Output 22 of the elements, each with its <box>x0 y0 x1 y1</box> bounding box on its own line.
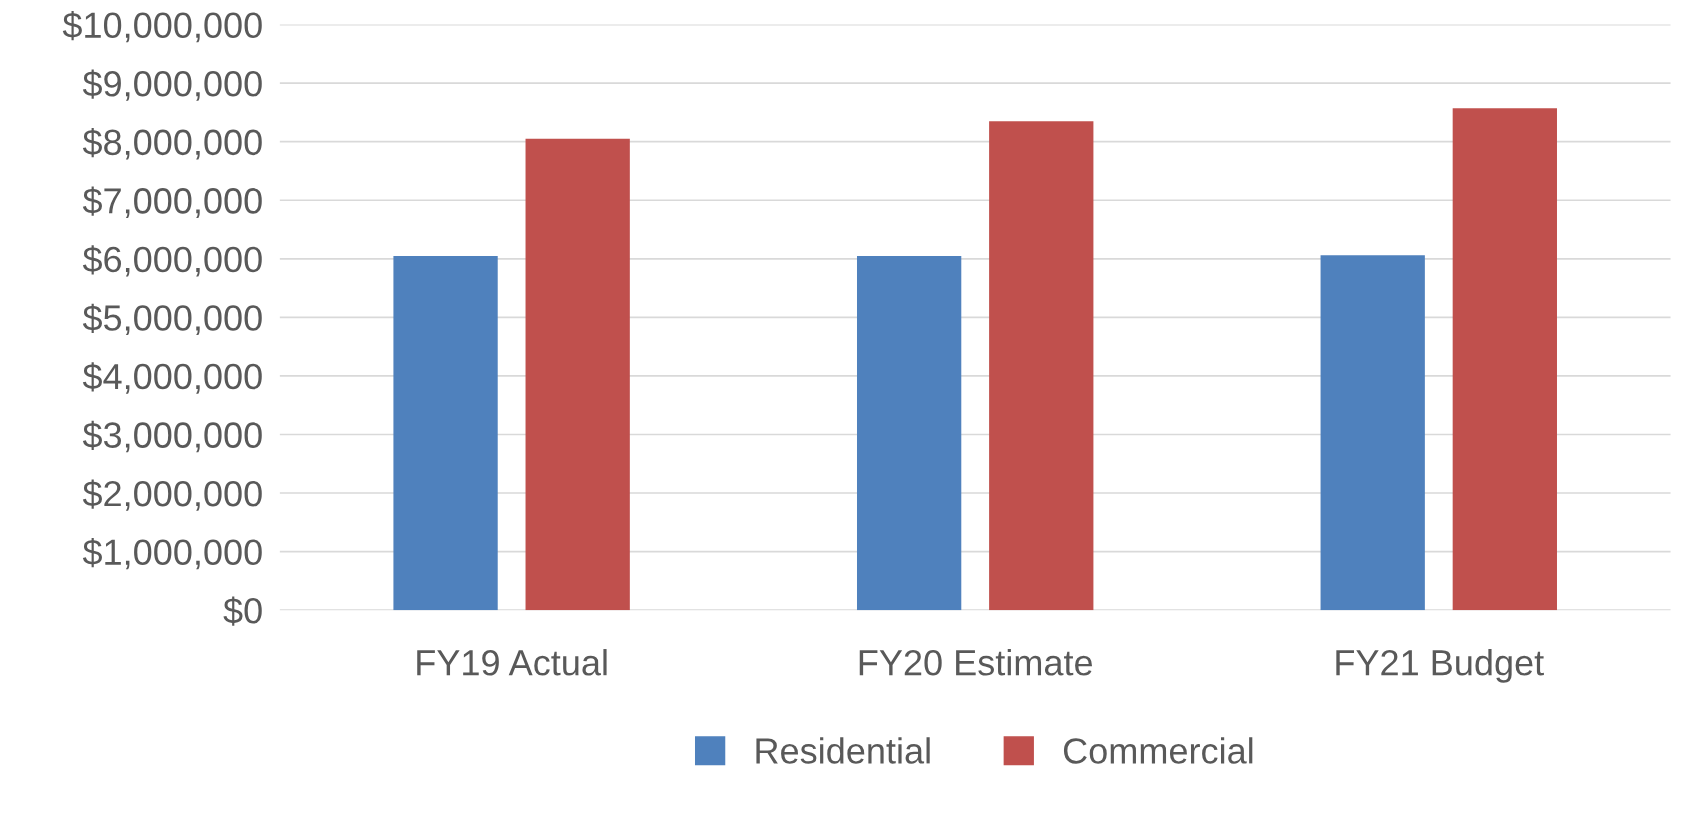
y-tick-label: $3,000,000 <box>82 420 262 453</box>
y-tick-label: $4,000,000 <box>82 362 262 394</box>
legend-label: Commercial <box>1063 737 1253 764</box>
y-tick-label: $2,000,000 <box>82 479 262 511</box>
bar <box>1320 255 1425 611</box>
y-tick-label: $8,000,000 <box>82 128 262 160</box>
bar <box>393 255 498 611</box>
x-tick-label: FY20 Estimate <box>859 649 1093 676</box>
bar <box>989 121 1094 611</box>
bar <box>856 255 962 611</box>
y-tick-label: $0 <box>223 596 262 626</box>
y-tick-label: $5,000,000 <box>82 303 262 336</box>
bar <box>525 138 630 611</box>
legend-label: Residential <box>756 737 930 764</box>
x-tick-label: FY21 Budget <box>1336 649 1544 683</box>
y-tick-label: $9,000,000 <box>82 69 262 101</box>
bar <box>1452 108 1557 611</box>
y-tick-label: $10,000,000 <box>62 10 262 43</box>
y-tick-label: $1,000,000 <box>82 537 262 570</box>
x-tick-label: FY19 Actual <box>417 649 607 676</box>
y-tick-label: $6,000,000 <box>82 245 262 277</box>
y-tick-label: $7,000,000 <box>82 186 262 218</box>
